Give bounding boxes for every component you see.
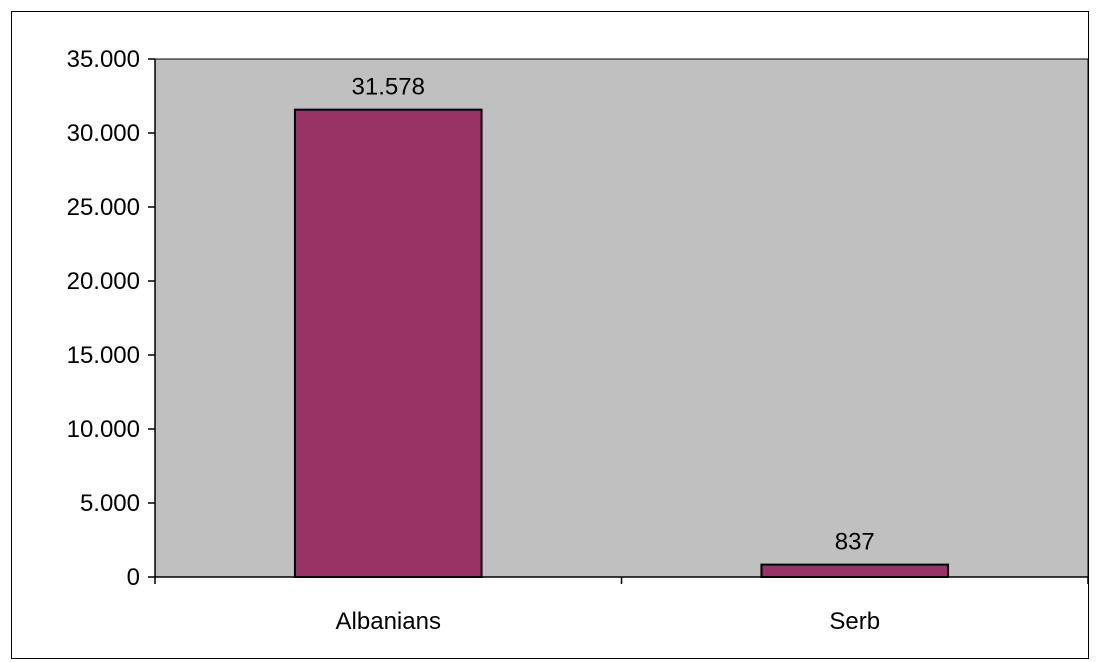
y-tick-label: 30.000 <box>67 120 140 147</box>
y-tick-label: 20.000 <box>67 268 140 295</box>
data-label-albanians: 31.578 <box>352 74 425 101</box>
y-tick-label: 0 <box>127 564 140 591</box>
category-label-albanians: Albanians <box>336 608 441 635</box>
y-tick-label: 10.000 <box>67 416 140 443</box>
data-label-serb: 837 <box>835 529 875 556</box>
bars: 31.578 Albanians 837 Serb <box>293 74 950 635</box>
y-axis: 0 5.000 10.000 15.000 20.000 25.000 30.000 35.0… <box>67 46 156 591</box>
bar-albanians <box>293 108 483 578</box>
y-tick-label: 5.000 <box>80 490 140 517</box>
y-tick-label: 15.000 <box>67 342 140 369</box>
y-tick-label: 35.000 <box>67 46 140 73</box>
bar-serb <box>760 563 950 579</box>
category-label-serb: Serb <box>829 608 880 635</box>
y-tick-label: 25.000 <box>67 194 140 221</box>
x-axis <box>154 576 1089 584</box>
